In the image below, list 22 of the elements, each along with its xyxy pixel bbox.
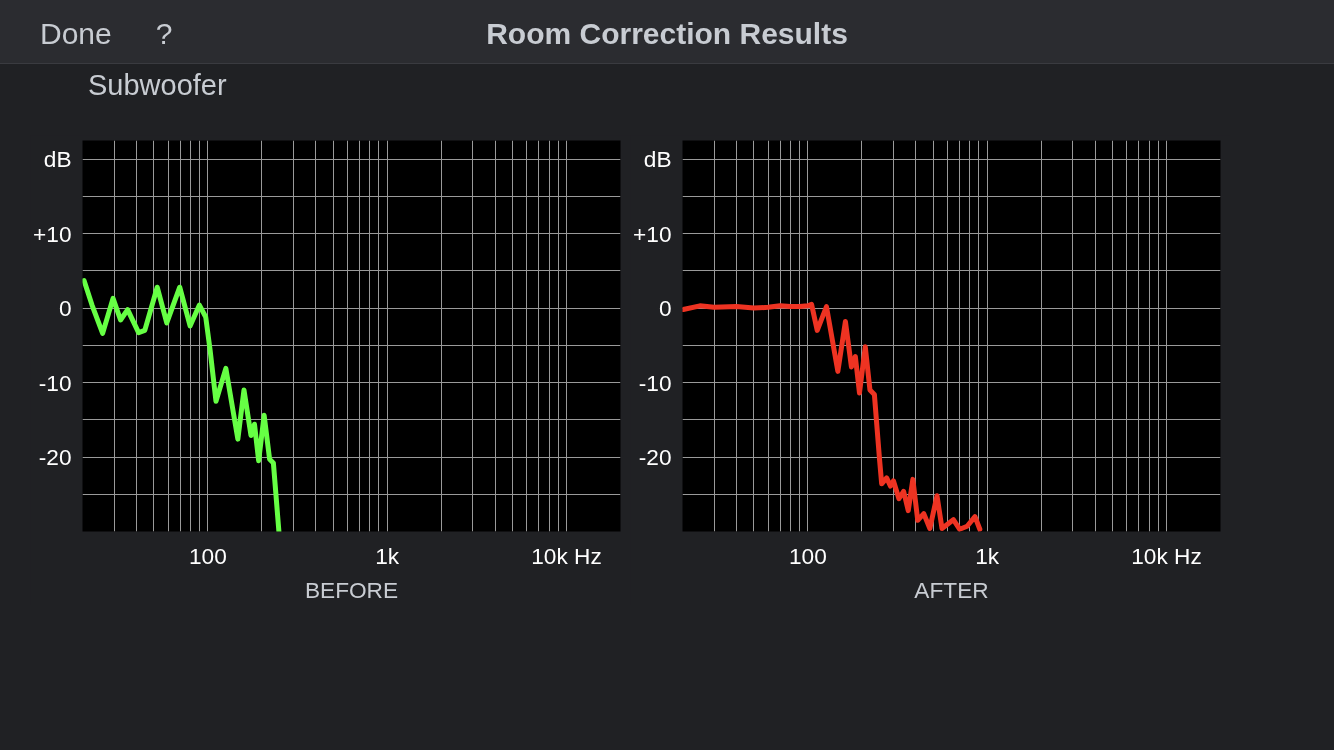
y-tick-label: -10 [638,369,672,396]
x-tick-label: 10k Hz [531,542,602,569]
y-tick-label: -20 [38,444,72,471]
x-tick-label: 100 [188,542,227,569]
x-tick-label: 10k Hz [1131,542,1202,569]
x-tick-label: 1k [375,542,400,569]
x-axis-title: BEFORE [304,576,399,603]
y-tick-label: +10 [33,220,72,247]
y-tick-label: dB [643,146,672,173]
y-tick-label: dB [43,146,72,173]
x-axis-title: AFTER [914,576,989,603]
chart-title: Room Correction Results [486,17,848,50]
y-tick-label: 0 [58,295,72,322]
y-tick-label: -10 [38,369,72,396]
y-tick-label: +10 [633,220,672,247]
text: ? [155,17,173,50]
text: Done [40,17,112,50]
x-tick-label: 1k [975,542,1000,569]
chart-subtitle: Subwoofer [87,68,227,103]
y-tick-label: -20 [638,444,672,471]
x-tick-label: 100 [788,542,827,569]
y-tick-label: 0 [658,295,672,322]
